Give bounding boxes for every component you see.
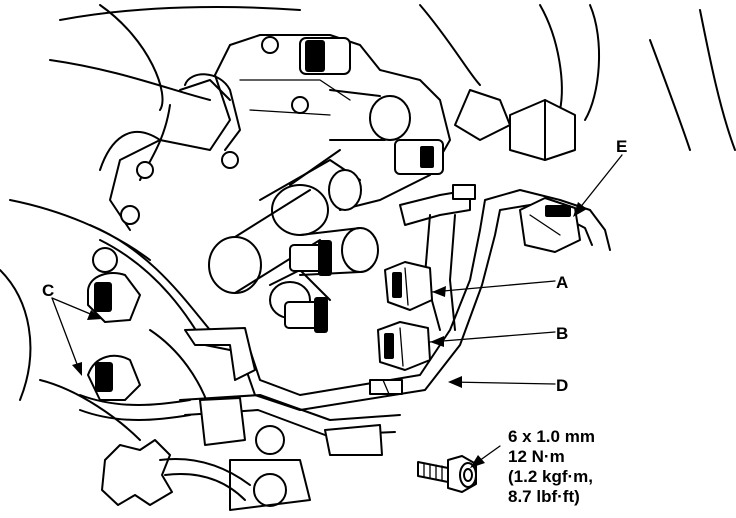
leader-lines: [51, 154, 623, 468]
solenoid-connector-upper: [289, 240, 332, 276]
bolt-torque-nm-text: 12 N·m: [508, 447, 565, 466]
callout-c-label: C: [42, 281, 54, 300]
connector-c: [79, 272, 191, 421]
connector-e: [519, 197, 581, 253]
top-connector-left: [299, 37, 351, 75]
bolt-size-text: 6 x 1.0 mm: [508, 427, 595, 446]
callout-e-label: E: [616, 137, 627, 156]
callout-d-label: D: [556, 376, 568, 395]
wire-harness: [89, 184, 611, 456]
top-connector-right: [394, 139, 444, 175]
bolt-torque-kgfm-text: (1.2 kgf·m,: [508, 467, 593, 486]
mounting-bolt: [417, 455, 477, 493]
lower-gear: [101, 425, 311, 511]
top-right-housing: [179, 79, 576, 161]
connector-b: [377, 321, 431, 371]
solenoid-connector-lower: [284, 297, 328, 333]
connector-a: [384, 261, 433, 311]
callout-b-label: B: [556, 324, 568, 343]
callout-a-label: A: [556, 273, 568, 292]
engine-body-outline: [0, 4, 736, 441]
bolt-torque-lbfft-text: 8.7 lbf·ft): [508, 487, 580, 506]
